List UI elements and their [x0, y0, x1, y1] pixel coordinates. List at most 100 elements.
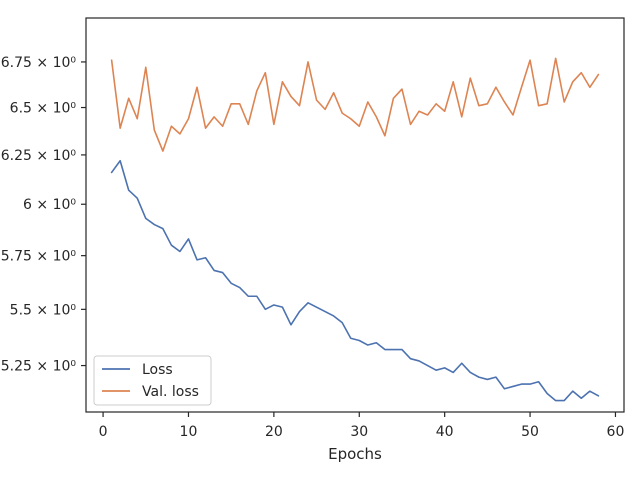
data-point — [588, 86, 591, 89]
data-point — [349, 337, 352, 340]
legend: Loss Val. loss — [93, 355, 212, 406]
data-point — [528, 59, 531, 62]
data-point — [264, 308, 267, 311]
data-point — [136, 117, 139, 120]
data-point — [298, 310, 301, 313]
data-point — [494, 86, 497, 89]
y-axis: 5.25 × 10⁰ 5.5 × 10⁰ 5.75 × 10⁰ 6 × 10⁰ 6.25… — [1, 55, 86, 375]
data-point — [153, 223, 156, 226]
data-point — [221, 271, 224, 274]
data-point — [358, 125, 361, 128]
data-point — [144, 217, 147, 220]
data-point — [546, 392, 549, 395]
legend-entry: Val. loss — [142, 384, 199, 400]
series-line — [110, 159, 600, 402]
data-point — [298, 104, 301, 107]
data-point — [161, 227, 164, 230]
x-axis: 0 10 20 30 40 50 60 — [99, 412, 625, 440]
data-point — [281, 80, 284, 83]
data-point — [230, 102, 233, 105]
data-point — [272, 123, 275, 126]
data-point — [306, 301, 309, 304]
x-tick-label: 40 — [436, 424, 454, 440]
x-axis-label: Epochs — [328, 445, 382, 463]
data-point — [204, 127, 207, 130]
data-point — [443, 366, 446, 369]
series-0 — [110, 159, 600, 402]
data-point — [563, 100, 566, 103]
data-point — [554, 57, 557, 60]
data-point — [212, 269, 215, 272]
data-point — [341, 321, 344, 324]
data-point — [238, 102, 241, 105]
data-point — [486, 378, 489, 381]
data-point — [426, 364, 429, 367]
x-tick-label: 60 — [607, 424, 625, 440]
data-point — [392, 348, 395, 351]
data-point — [144, 66, 147, 69]
data-point — [272, 303, 275, 306]
data-point — [452, 80, 455, 83]
data-point — [255, 295, 258, 298]
data-point — [435, 369, 438, 372]
data-point — [289, 323, 292, 326]
x-tick-label: 30 — [350, 424, 368, 440]
data-point — [417, 110, 420, 113]
data-point — [119, 159, 122, 162]
data-point — [127, 189, 130, 192]
data-point — [153, 128, 156, 131]
data-point — [264, 71, 267, 74]
data-point — [511, 113, 514, 116]
data-point — [281, 306, 284, 309]
data-point — [170, 244, 173, 247]
data-point — [383, 134, 386, 137]
data-point — [178, 132, 181, 135]
data-point — [460, 362, 463, 365]
data-point — [289, 95, 292, 98]
data-point — [580, 71, 583, 74]
data-point — [477, 376, 480, 379]
data-point — [580, 397, 583, 400]
data-point — [324, 108, 327, 111]
data-point — [486, 102, 489, 105]
data-point — [417, 359, 420, 362]
data-point — [383, 348, 386, 351]
data-point — [204, 256, 207, 259]
data-point — [238, 286, 241, 289]
legend-entry: Loss — [142, 362, 173, 378]
plot-area — [85, 17, 625, 413]
data-point — [247, 295, 250, 298]
data-point — [341, 112, 344, 115]
y-tick-label: 6.25 × 10⁰ — [1, 148, 77, 164]
plot-frame — [85, 17, 625, 413]
data-point — [563, 399, 566, 402]
data-point — [332, 91, 335, 94]
data-point — [469, 371, 472, 374]
y-tick-label: 5.25 × 10⁰ — [1, 359, 77, 375]
data-point — [546, 102, 549, 105]
data-point — [426, 113, 429, 116]
data-point — [469, 77, 472, 80]
data-point — [571, 390, 574, 393]
data-point — [358, 339, 361, 342]
data-point — [520, 86, 523, 89]
data-point — [435, 102, 438, 105]
data-point — [597, 73, 600, 76]
data-point — [136, 197, 139, 200]
series-1 — [110, 57, 600, 152]
data-point — [409, 357, 412, 360]
data-point — [597, 394, 600, 397]
data-point — [195, 86, 198, 89]
x-tick-label: 0 — [99, 424, 108, 440]
data-point — [187, 237, 190, 240]
x-tick-label: 20 — [265, 424, 283, 440]
data-point — [392, 97, 395, 100]
data-point — [306, 60, 309, 63]
data-point — [537, 380, 540, 383]
data-point — [195, 258, 198, 261]
y-tick-label: 5.5 × 10⁰ — [10, 302, 77, 318]
data-point — [255, 89, 258, 92]
data-point — [503, 387, 506, 390]
data-point — [110, 171, 113, 174]
